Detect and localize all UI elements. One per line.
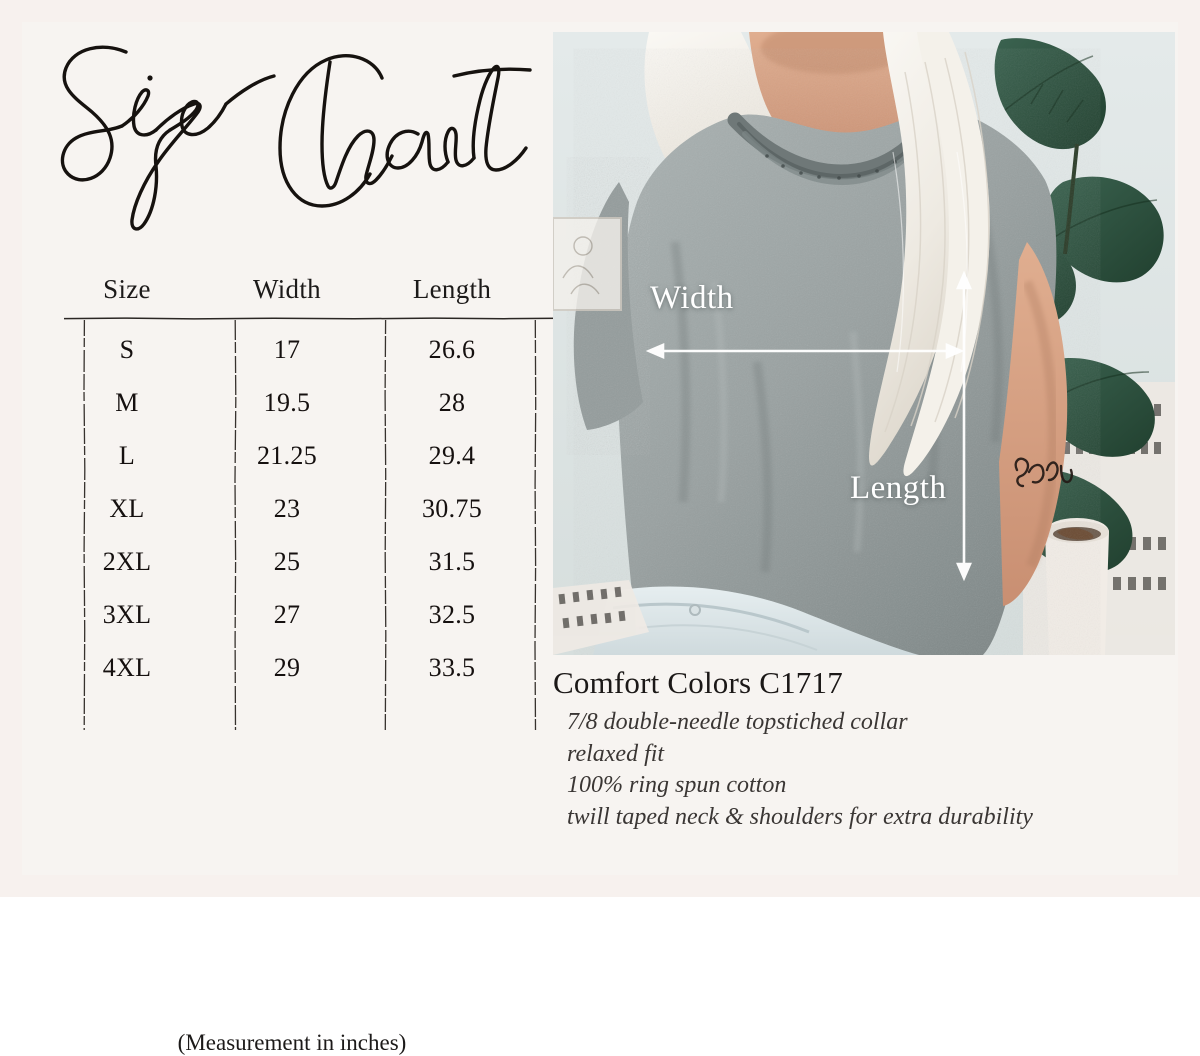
table-row: S 17 26.6 [42, 323, 542, 376]
size-table: Size Width Length S 17 26.6 M [42, 274, 560, 1055]
table-row: L 21.25 29.4 [42, 429, 542, 482]
column-header-length: Length [412, 274, 492, 304]
cell-length: 29.4 [428, 440, 476, 470]
table-row: XL 23 30.75 [42, 482, 542, 535]
left-column: Size Chart [22, 22, 560, 1055]
column-header-size: Size [103, 274, 151, 304]
cell-length: 26.6 [428, 334, 476, 364]
page-title: Size Chart [30, 34, 550, 249]
measurement-note: (Measurement in inches) [177, 1030, 407, 1055]
cell-size: M [115, 387, 139, 417]
column-header-width: Width [253, 274, 321, 304]
table-divider-right [534, 320, 537, 730]
table-row: 2XL 25 31.5 [42, 535, 542, 588]
cell-width: 17 [273, 334, 301, 364]
product-feature: relaxed fit [567, 740, 665, 767]
table-divider-left [83, 320, 86, 730]
product-feature: twill taped neck & shoulders for extra d… [567, 804, 1033, 831]
cell-size: XL [109, 493, 145, 523]
cell-width: 19.5 [263, 387, 311, 417]
table-header-divider [64, 317, 560, 320]
product-photo: Width Length [553, 32, 1175, 655]
size-table-grid: Size Width Length S 17 26.6 M [42, 274, 542, 694]
product-feature-list: 7/8 double-needle topstiched collar rela… [553, 707, 1178, 834]
cell-size: S [119, 334, 135, 364]
cell-width: 27 [273, 599, 301, 629]
cell-width: 23 [273, 493, 301, 523]
chart-card: Size Chart [22, 22, 1178, 1055]
cell-length: 31.5 [428, 546, 476, 576]
cell-width: 21.25 [257, 440, 317, 470]
cell-length: 33.5 [428, 652, 476, 682]
cell-size: L [118, 440, 136, 470]
cell-length: 28 [438, 387, 466, 417]
product-feature: 7/8 double-needle topstiched collar [567, 709, 908, 735]
product-info: Comfort Colors C1717 7/8 double-needle t… [553, 665, 1178, 834]
cell-size: 2XL [102, 546, 152, 576]
table-row: M 19.5 28 [42, 376, 542, 429]
table-row: 4XL 29 33.5 [42, 641, 542, 694]
cell-size: 3XL [102, 599, 152, 629]
cell-width: 25 [273, 546, 301, 576]
cell-length: 32.5 [428, 599, 476, 629]
table-divider-size-width [234, 320, 237, 730]
table-divider-width-length [384, 320, 387, 730]
product-title: Comfort Colors C1717 [553, 665, 843, 700]
table-row: 3XL 27 32.5 [42, 588, 542, 641]
cell-size: 4XL [102, 652, 152, 682]
cell-length: 30.75 [422, 493, 482, 523]
cell-width: 29 [273, 652, 301, 682]
product-feature: 100% ring spun cotton [567, 772, 787, 799]
table-header-row: Size Width Length [42, 274, 542, 323]
